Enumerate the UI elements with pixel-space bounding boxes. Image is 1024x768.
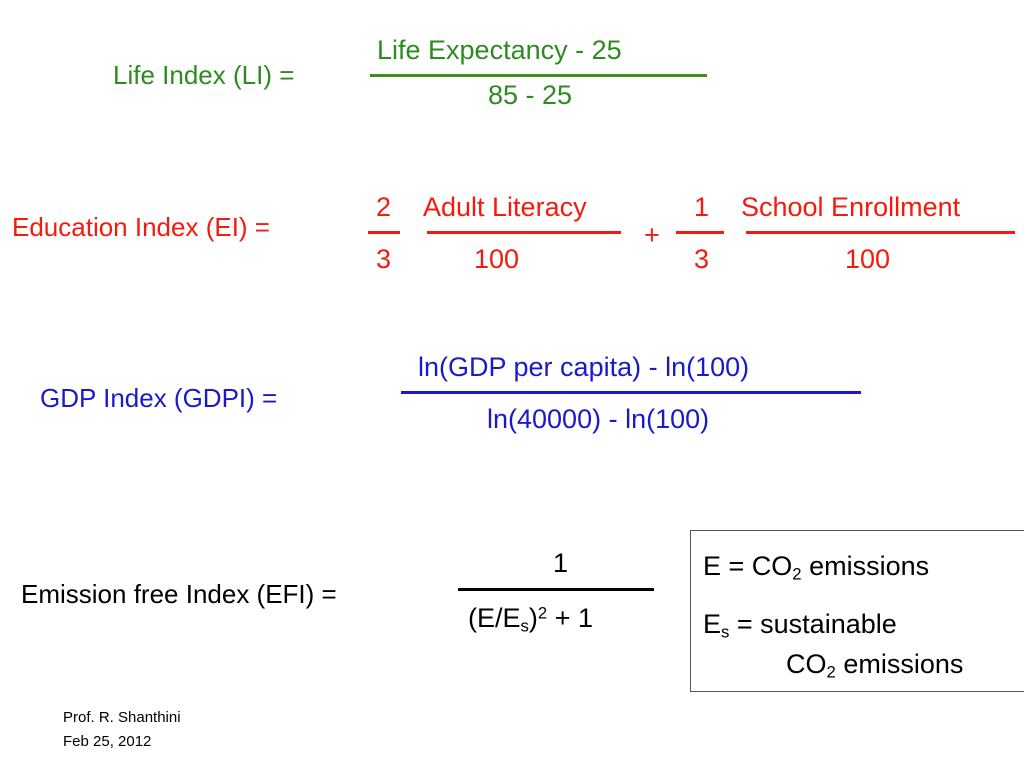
emission-index-numerator: 1	[553, 548, 569, 578]
footer-date: Feb 25, 2012	[63, 733, 152, 750]
life-index-label: Life Index (LI) =	[113, 60, 295, 90]
education-index-label: Education Index (EI) =	[12, 212, 270, 242]
school-enrollment-numerator: School Enrollment	[741, 192, 961, 222]
adult-literacy-denominator: 100	[474, 244, 520, 274]
adult-literacy-bar	[427, 231, 621, 234]
gdp-index-label: GDP Index (GDPI) =	[40, 383, 278, 413]
adult-literacy-numerator: Adult Literacy	[423, 192, 587, 222]
emission-index-fraction-bar	[458, 588, 654, 591]
education-term1-numerator: 2	[376, 192, 392, 222]
life-index-denominator: 85 - 25	[488, 80, 573, 110]
education-term1-bar	[368, 231, 400, 234]
life-index-fraction-bar	[370, 74, 707, 77]
gdp-index-fraction-bar	[401, 391, 861, 394]
education-term2-denominator: 3	[694, 244, 710, 274]
gdp-index-denominator: ln(40000) - ln(100)	[487, 404, 710, 434]
life-index-numerator: Life Expectancy - 25	[377, 35, 622, 65]
definitions-box	[690, 530, 1024, 692]
emission-index-label: Emission free Index (EFI) =	[21, 579, 337, 609]
gdp-index-numerator: ln(GDP per capita) - ln(100)	[418, 352, 750, 382]
education-term1-denominator: 3	[376, 244, 392, 274]
definition-es: Es = sustainable	[703, 609, 897, 642]
emission-index-denominator: (E/Es)2 + 1	[468, 603, 593, 636]
school-enrollment-denominator: 100	[845, 244, 891, 274]
definition-e: E = CO2 emissions	[703, 551, 930, 584]
education-term2-bar	[676, 231, 724, 234]
footer-author: Prof. R. Shanthini	[63, 709, 181, 726]
definition-es-line2: CO2 emissions	[786, 649, 964, 682]
education-term2-numerator: 1	[694, 192, 710, 222]
plus-sign: +	[644, 220, 660, 250]
school-enrollment-bar	[746, 231, 1015, 234]
